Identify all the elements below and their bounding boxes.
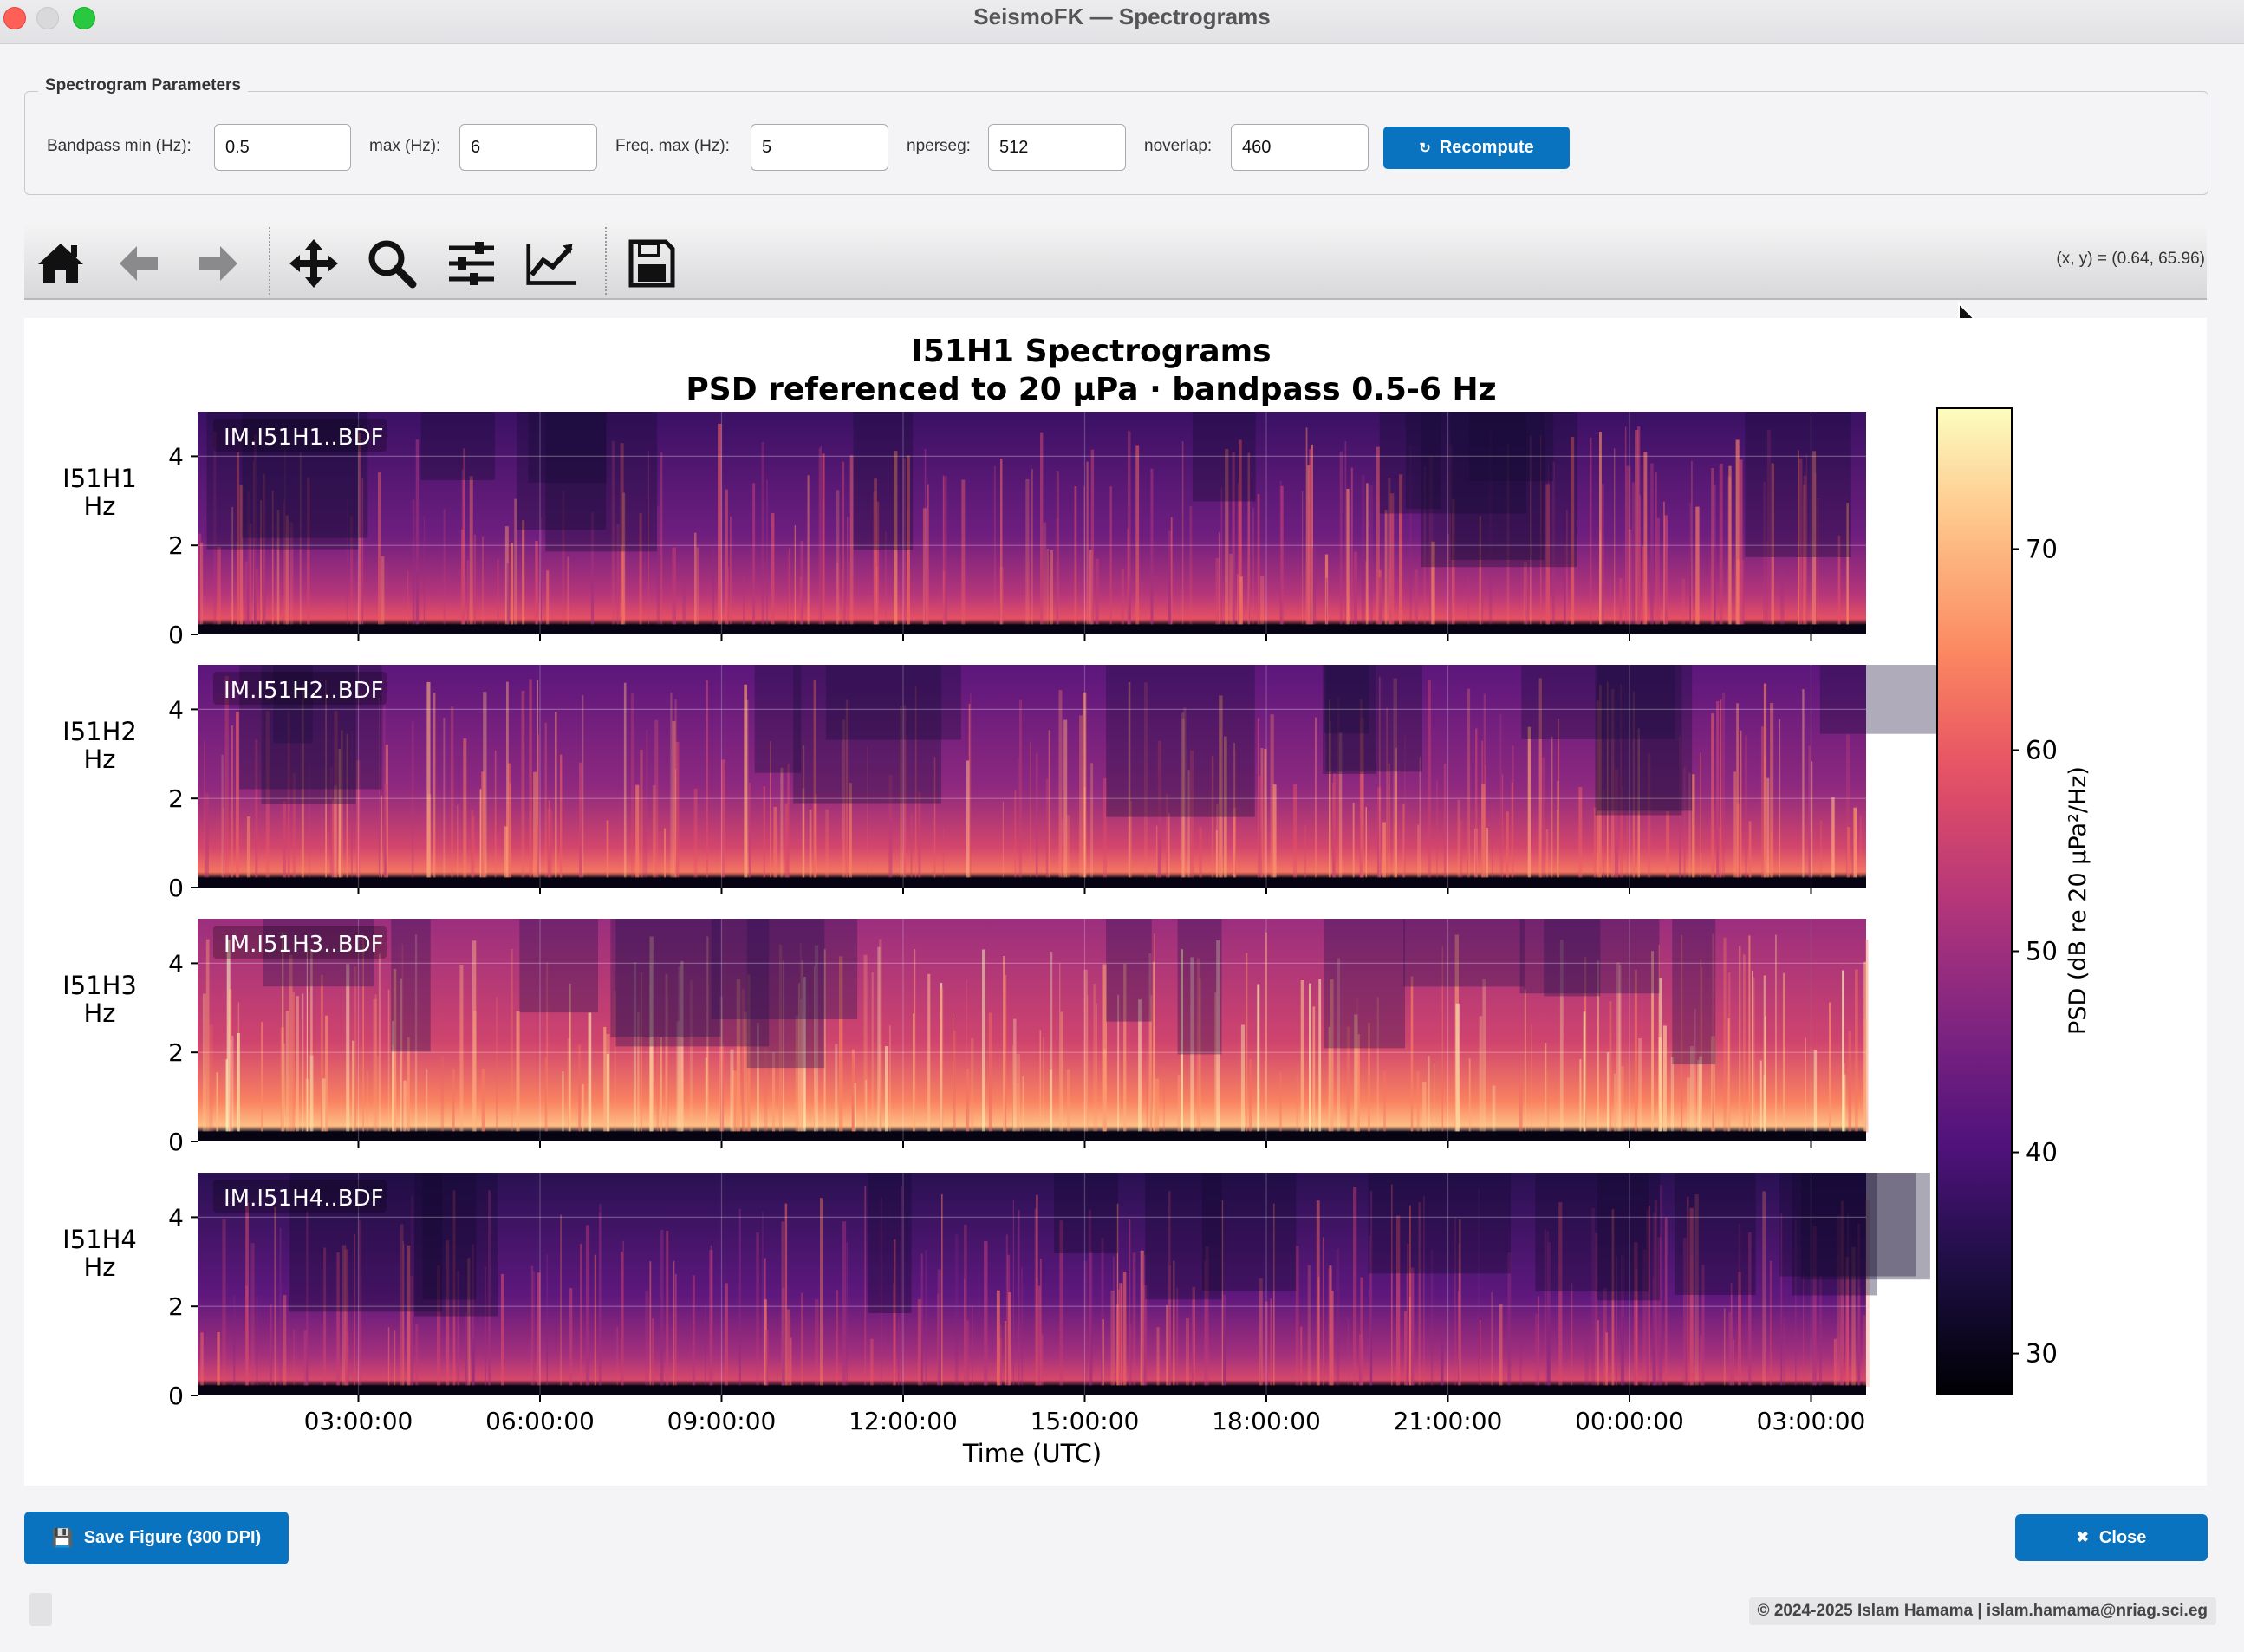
floppy-disk-icon: 💾 (51, 1529, 74, 1548)
x-tick-label: 21:00:00 (1394, 1407, 1503, 1435)
y-tick-label: 0 (168, 874, 184, 902)
spectrogram-figure: I51H1 Spectrograms PSD referenced to 20 μ… (24, 318, 2207, 1486)
bandpass-min-label: Bandpass min (Hz): (47, 137, 192, 155)
freq-max-label: Freq. max (Hz): (615, 137, 730, 155)
subplots-configure-icon[interactable] (446, 237, 498, 289)
y-tick-label: 0 (168, 621, 184, 649)
bandpass-max-input[interactable] (459, 124, 597, 171)
close-button[interactable]: ✖ Close (2015, 1514, 2208, 1561)
panel-station-label: I51H1 (62, 464, 137, 493)
spectrogram-panel (191, 919, 1869, 1148)
colorbar-tick-label: 40 (2026, 1138, 2058, 1167)
pan-move-icon[interactable] (288, 237, 340, 289)
y-tick-label: 4 (168, 442, 184, 471)
x-tick-label: 03:00:00 (1757, 1407, 1866, 1435)
x-tick-label: 06:00:00 (485, 1407, 595, 1435)
y-tick-label: 2 (168, 1038, 184, 1067)
colorbar (1936, 407, 2013, 1395)
close-label: Close (2098, 1527, 2147, 1547)
colorbar-tick-label: 50 (2026, 937, 2058, 966)
plot-toolbar: (x, y) = (0.64, 65.96) (24, 224, 2207, 300)
panel-unit-label: Hz (83, 1252, 115, 1282)
colorbar-tick-label: 30 (2026, 1339, 2058, 1369)
spectrogram-panel (191, 1173, 1930, 1402)
save-figure-label: Save Figure (300 DPI) (83, 1528, 262, 1547)
spectrogram-panel (191, 665, 1949, 894)
channel-label: IM.I51H4..BDF (224, 1186, 384, 1212)
panel-unit-label: Hz (83, 491, 115, 521)
panel-station-label: I51H4 (62, 1225, 137, 1254)
axes-edit-icon[interactable] (525, 237, 577, 289)
y-tick-label: 0 (168, 1382, 184, 1410)
zoom-icon[interactable] (366, 237, 418, 289)
save-icon[interactable] (626, 237, 678, 289)
y-tick-label: 4 (168, 949, 184, 978)
y-tick-label: 2 (168, 784, 184, 813)
home-icon[interactable] (35, 237, 87, 289)
toolbar-separator (605, 227, 607, 295)
freq-max-input[interactable] (751, 124, 888, 171)
save-figure-button[interactable]: 💾 Save Figure (300 DPI) (24, 1512, 289, 1564)
maximize-window-icon[interactable] (73, 7, 95, 29)
colorbar-tick-label: 60 (2026, 735, 2058, 764)
bandpass-max-label: max (Hz): (369, 137, 441, 155)
figure-subtitle: PSD referenced to 20 μPa · bandpass 0.5-… (686, 372, 1496, 407)
noverlap-input[interactable] (1231, 124, 1369, 171)
panel-unit-label: Hz (83, 998, 115, 1028)
toolbar-separator (269, 227, 270, 295)
nperseg-input[interactable] (988, 124, 1126, 171)
recompute-button[interactable]: ↻ Recompute (1383, 127, 1570, 169)
x-tick-label: 09:00:00 (667, 1407, 777, 1435)
back-arrow-icon[interactable] (113, 237, 165, 289)
channel-label: IM.I51H1..BDF (224, 425, 384, 451)
refresh-icon: ↻ (1419, 140, 1431, 156)
x-tick-label: 03:00:00 (304, 1407, 413, 1435)
colorbar-tick-label: 70 (2026, 534, 2058, 563)
close-x-icon: ✖ (2076, 1529, 2089, 1545)
noverlap-label: noverlap: (1144, 137, 1213, 155)
y-tick-label: 4 (168, 695, 184, 724)
x-tick-label: 15:00:00 (1031, 1407, 1140, 1435)
forward-arrow-icon[interactable] (192, 237, 244, 289)
x-tick-label: 00:00:00 (1575, 1407, 1684, 1435)
parameters-group-title: Spectrogram Parameters (38, 76, 248, 95)
y-tick-label: 0 (168, 1128, 184, 1156)
cursor-coordinates: (x, y) = (0.64, 65.96) (2056, 250, 2205, 268)
bandpass-min-input[interactable] (214, 124, 351, 171)
x-tick-label: 18:00:00 (1212, 1407, 1321, 1435)
channel-label: IM.I51H2..BDF (224, 678, 384, 704)
panel-unit-label: Hz (83, 745, 115, 774)
y-tick-label: 4 (168, 1203, 184, 1232)
panel-station-label: I51H2 (62, 717, 137, 746)
x-tick-label: 12:00:00 (849, 1407, 958, 1435)
x-axis-label: Time (UTC) (962, 1439, 1102, 1468)
close-window-icon[interactable] (3, 7, 26, 29)
minimize-window-icon[interactable] (36, 7, 59, 29)
panel-station-label: I51H3 (62, 971, 137, 1000)
y-tick-label: 2 (168, 531, 184, 560)
y-tick-label: 2 (168, 1292, 184, 1321)
spectrogram-panel (191, 412, 1866, 641)
copyright-notice: © 2024-2025 Islam Hamama | islam.hamama@… (1748, 1597, 2216, 1625)
size-grip[interactable] (29, 1593, 52, 1626)
channel-label: IM.I51H3..BDF (224, 932, 384, 958)
nperseg-label: nperseg: (907, 137, 971, 155)
window-titlebar: SeismoFK — Spectrograms (0, 0, 2244, 44)
figure-title: I51H1 Spectrograms (911, 334, 1271, 369)
recompute-label: Recompute (1439, 138, 1534, 157)
colorbar-label: PSD (dB re 20 μPa²/Hz) (2065, 766, 2091, 1035)
window-title: SeismoFK — Spectrograms (973, 3, 1271, 29)
